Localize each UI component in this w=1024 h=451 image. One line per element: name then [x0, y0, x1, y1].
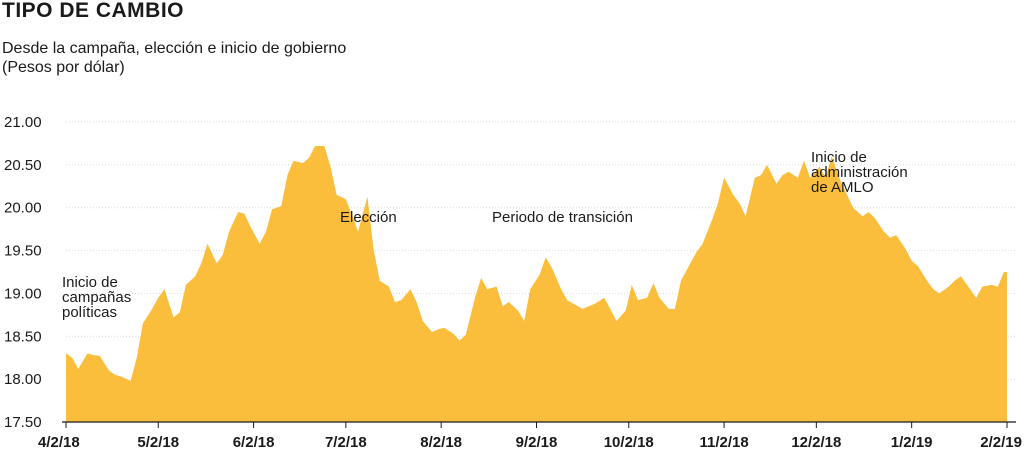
- x-tick-label: 6/2/18: [233, 434, 275, 451]
- x-tick-label: 4/2/18: [38, 434, 80, 451]
- annotation-text: Inicio de: [62, 274, 118, 291]
- x-tick-label: 9/2/18: [516, 434, 558, 451]
- area-layer: [62, 146, 1016, 423]
- x-tick-label: 2/2/19: [980, 434, 1022, 451]
- subtitle-line-2: (Pesos por dólar): [2, 59, 125, 76]
- annotation-text: Elección: [340, 209, 397, 226]
- chart-title: TIPO DE CAMBIO: [2, 0, 185, 22]
- y-tick-label: 20.00: [4, 200, 42, 217]
- annotation-text: campañas: [62, 289, 131, 306]
- subtitle-line-1: Desde la campaña, elección e inicio de g…: [2, 40, 347, 57]
- y-tick-label: 18.00: [4, 371, 42, 388]
- y-tick-label: 18.50: [4, 328, 42, 345]
- annotation-text: Periodo de transición: [492, 209, 633, 226]
- x-tick-label: 12/2/18: [791, 434, 841, 451]
- annotation-text: de AMLO: [811, 179, 874, 196]
- x-tick-label: 11/2/18: [699, 434, 748, 451]
- exchange-rate-area: [66, 146, 1007, 422]
- annotation-text: Inicio de: [811, 149, 867, 166]
- x-tick-label: 5/2/18: [137, 434, 179, 451]
- annotation-text: políticas: [62, 304, 117, 321]
- annotation-text: administración: [811, 164, 908, 181]
- y-tick-label: 19.00: [4, 285, 42, 302]
- y-tick-label: 17.50: [4, 414, 42, 431]
- x-tick-label: 7/2/18: [325, 434, 367, 451]
- x-tick-label: 10/2/18: [604, 434, 654, 451]
- y-axis: 21.00 20.50 20.00 19.50 19.00 18.50 18.00 17.50: [4, 114, 42, 431]
- y-tick-label: 20.50: [4, 157, 42, 174]
- y-tick-label: 19.50: [4, 243, 42, 260]
- x-axis: 4/2/18 5/2/18 6/2/18 7/2/18 8/2/18 9/2/18 10/2…: [38, 422, 1022, 451]
- chart-subtitle: Desde la campaña, elección e inicio de g…: [2, 39, 346, 77]
- y-tick-label: 21.00: [4, 114, 42, 131]
- x-tick-label: 8/2/18: [420, 434, 462, 451]
- x-tick-label: 1/2/19: [891, 434, 933, 451]
